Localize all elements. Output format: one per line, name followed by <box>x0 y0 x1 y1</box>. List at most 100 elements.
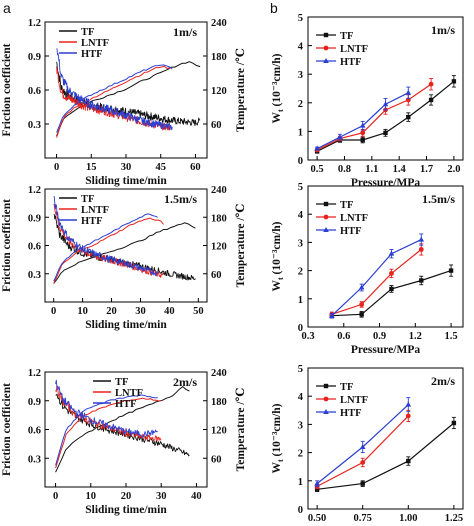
legend-label-tf: TF <box>115 377 128 388</box>
y-right-tick-label: 180 <box>211 397 227 408</box>
data-point-lntf <box>359 302 365 307</box>
x-tick-label: 10 <box>86 491 97 502</box>
x-tick-label: 0.3 <box>301 331 314 342</box>
data-point-tf <box>406 458 411 464</box>
data-point-lntf <box>418 247 424 252</box>
legend-marker-tf <box>323 201 329 207</box>
wear-series-tf <box>316 80 455 152</box>
legend-label-lntf: LNTF <box>81 205 109 216</box>
x-tick-label: 0.50 <box>308 513 326 524</box>
data-point-htf <box>337 134 343 140</box>
data-point-htf <box>388 250 395 256</box>
y-left-tick-label: 1.2 <box>28 185 41 196</box>
y-tick-label: 0 <box>298 505 303 516</box>
data-point-tf <box>419 278 424 283</box>
data-point-htf <box>405 401 412 407</box>
legend-label-tf: TF <box>340 31 353 42</box>
friction-chart-3: 0 10 20 30 40 0.3 0.6 0.9 1.2 60 120 180 240 Sliding … <box>1 368 247 516</box>
y-tick-label: 2 <box>298 449 303 460</box>
legend-marker-lntf <box>323 214 329 220</box>
wear-series-lntf <box>331 248 422 315</box>
x-tick-label: 40 <box>164 306 175 317</box>
y-tick-label: 2 <box>298 267 303 278</box>
x-axis-label: Sliding time/min <box>85 504 167 516</box>
data-point-htf <box>359 443 366 449</box>
legend-label-htf: HTF <box>340 408 362 419</box>
x-tick-label: 1.00 <box>399 513 417 524</box>
x-tick-label: 0.8 <box>338 164 351 175</box>
x-tick-label: 0.6 <box>337 331 350 342</box>
data-point-lntf <box>405 413 411 419</box>
x-tick-label: 50 <box>193 306 204 317</box>
panel-letter-a: a <box>3 0 11 16</box>
y-right-tick-label: 120 <box>211 242 227 253</box>
temperature-series-lntf <box>55 397 162 469</box>
temperature-series-tf <box>55 385 190 473</box>
x-tick-label: 1.4 <box>393 164 407 175</box>
y-left-tick-label: 0.9 <box>28 397 41 408</box>
y-tick-label: 1 <box>298 477 303 488</box>
y-axis-label: Wt (10⁻³cm/h) <box>271 403 285 473</box>
charts-group: 0 15 30 45 600.30.60.91.260120180240Sliding … <box>1 13 464 524</box>
y-tick-label: 3 <box>298 238 303 249</box>
y-right-tick-label: 60 <box>211 120 222 131</box>
temperature-series-htf <box>55 394 158 466</box>
y-right-tick-label: 60 <box>211 270 222 281</box>
y-tick-label: 4 <box>298 42 304 53</box>
x-tick-label: 40 <box>191 491 202 502</box>
legend-label-tf: TF <box>81 194 94 205</box>
wear-series-tf <box>317 422 455 490</box>
data-point-htf <box>382 101 389 107</box>
y-right-tick-label: 180 <box>211 213 227 224</box>
x-tick-label: 10 <box>77 306 88 317</box>
data-point-tf <box>314 487 320 492</box>
y-left-tick-label: 0.9 <box>28 52 41 63</box>
y-left-tick-label: 1.2 <box>28 368 41 379</box>
data-point-tf <box>359 312 364 317</box>
x-tick-label: 1.25 <box>445 513 463 524</box>
data-point-lntf <box>428 81 434 87</box>
legend-label-lntf: LNTF <box>115 388 143 399</box>
y-left-tick-label: 0.6 <box>28 86 41 97</box>
friction-series-htf <box>53 196 159 277</box>
wear-chart-2: 0.3 0.6 0.9 1.2 1.5 0 1 2 3 4 5 Pressure/MPa Wt (10⁻… <box>271 182 464 356</box>
friction-series-htf <box>55 379 158 438</box>
speed-label: 1.5m/s <box>164 192 197 206</box>
temperature-series-htf <box>53 213 158 282</box>
x-tick-label: 1.1 <box>365 164 378 175</box>
data-point-tf <box>383 130 388 136</box>
y-right-tick-label: 120 <box>211 86 227 97</box>
legend-marker-htf <box>323 409 329 414</box>
speed-label: 1.5m/s <box>422 192 455 206</box>
legend-marker-lntf <box>323 396 329 402</box>
legend-marker-lntf <box>323 45 329 51</box>
temperature-series-htf <box>56 64 173 133</box>
y-right-tick-label: 120 <box>211 426 227 437</box>
data-point-lntf <box>389 271 394 276</box>
x-axis-label: Pressure/MPa <box>351 177 420 189</box>
legend-marker-htf <box>323 227 329 232</box>
y-left-axis-label: Friction coefficient <box>1 43 13 136</box>
x-tick-label: 15 <box>86 162 97 173</box>
y-axis-label: Wt (10⁻³cm/h) <box>271 221 285 291</box>
speed-label: 2m/s <box>173 375 197 389</box>
data-point-lntf <box>360 130 366 136</box>
x-tick-label: 0.9 <box>373 331 386 342</box>
legend-label-tf: TF <box>340 382 353 393</box>
legend-marker-htf <box>323 58 329 63</box>
y-tick-label: 1 <box>298 127 303 138</box>
y-right-tick-label: 240 <box>211 185 227 196</box>
legend-label-lntf: LNTF <box>81 38 109 49</box>
data-point-tf <box>389 286 394 292</box>
y-tick-label: 3 <box>298 70 303 81</box>
y-right-tick-label: 240 <box>211 368 227 379</box>
friction-chart-2: 0 10 20 30 40 50 0.3 0.6 0.9 1.2 60 120 180 240 Slidin… <box>1 185 247 331</box>
data-point-tf <box>360 137 365 143</box>
data-point-tf <box>451 420 457 426</box>
y-axis-label: Wt (10⁻³cm/h) <box>271 53 285 123</box>
speed-label: 1m/s <box>431 23 455 37</box>
data-point-tf <box>360 481 365 486</box>
temperature-series-lntf <box>53 217 164 284</box>
data-point-htf <box>314 145 320 151</box>
y-tick-label: 2 <box>298 99 303 110</box>
